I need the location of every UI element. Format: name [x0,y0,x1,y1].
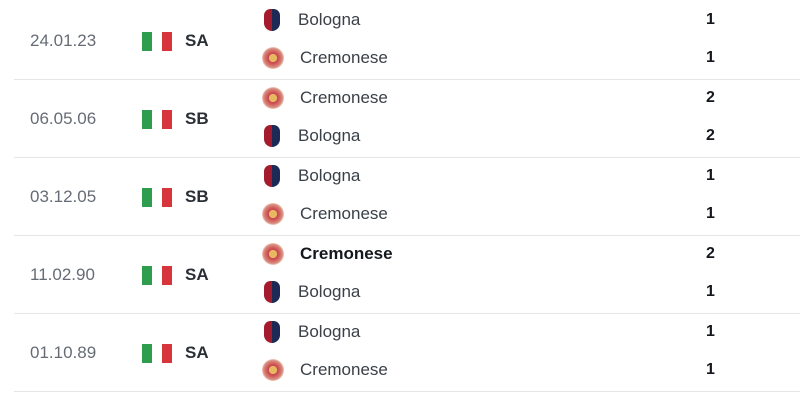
cremonese-logo-icon [262,203,284,225]
competition-label: SB [185,109,209,128]
away-score: 1 [706,205,715,222]
match-row[interactable]: 06.05.06 SB Cremonese 2 Bologna 2 [14,79,800,158]
bologna-logo-icon [264,9,280,31]
away-team: Cremonese [262,202,388,226]
team-name: Cremonese [300,88,388,107]
team-name: Bologna [298,282,361,301]
cremonese-logo-icon [262,47,284,69]
team-name: Cremonese [300,204,388,223]
away-team: Bologna [262,280,360,304]
team-name: Bologna [298,126,361,145]
italy-flag-icon [142,344,172,363]
home-team: Cremonese [262,242,393,266]
home-team: Bologna [262,8,360,32]
match-date: 01.10.89 [30,343,97,362]
team-name: Bologna [298,166,361,185]
team-name: Cremonese [300,244,393,263]
home-score: 2 [706,89,715,106]
match-date: 11.02.90 [30,265,95,284]
away-score: 1 [706,49,715,66]
italy-flag-icon [142,110,172,129]
home-score: 1 [706,323,715,340]
team-name: Cremonese [300,360,388,379]
bologna-logo-icon [264,321,280,343]
home-score: 1 [706,167,715,184]
home-score: 1 [706,11,715,28]
match-date: 03.12.05 [30,187,97,206]
match-row[interactable]: 03.12.05 SB Bologna 1 Cremonese 1 [14,157,800,236]
cremonese-logo-icon [262,359,284,381]
team-name: Cremonese [300,48,388,67]
away-team: Bologna [262,124,360,148]
match-date: 24.01.23 [30,31,97,50]
italy-flag-icon [142,32,172,51]
cremonese-logo-icon [262,87,284,109]
competition-label: SA [185,343,209,362]
match-row[interactable]: 24.01.23 SA Bologna 1 Cremonese 1 [14,1,800,80]
away-team: Cremonese [262,46,388,70]
team-name: Bologna [298,10,361,29]
home-score: 2 [706,245,715,262]
cremonese-logo-icon [262,243,284,265]
bologna-logo-icon [264,125,280,147]
home-team: Bologna [262,164,360,188]
away-score: 1 [706,361,715,378]
away-score: 2 [706,127,715,144]
competition-label: SB [185,187,209,206]
italy-flag-icon [142,188,172,207]
match-row[interactable]: 11.02.90 SA Cremonese 2 Bologna 1 [14,235,800,314]
home-team: Cremonese [262,86,388,110]
away-team: Cremonese [262,358,388,382]
competition-label: SA [185,265,209,284]
away-score: 1 [706,283,715,300]
home-team: Bologna [262,320,360,344]
competition-label: SA [185,31,209,50]
bologna-logo-icon [264,281,280,303]
italy-flag-icon [142,266,172,285]
match-row[interactable]: 01.10.89 SA Bologna 1 Cremonese 1 [14,313,800,392]
team-name: Bologna [298,322,361,341]
bologna-logo-icon [264,165,280,187]
match-date: 06.05.06 [30,109,97,128]
